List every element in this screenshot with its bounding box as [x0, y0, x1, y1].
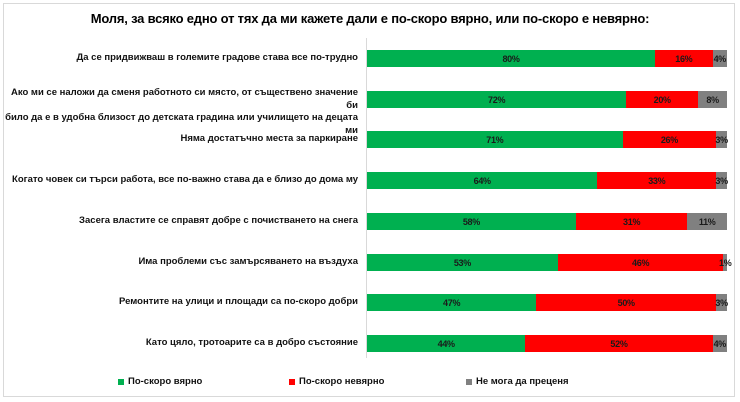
chart-row: Има проблеми със замърсяването на въздух…: [0, 254, 740, 271]
legend-item-unsure: Не мога да преценя: [466, 376, 569, 387]
bar-segment-true: 58%: [367, 213, 576, 230]
data-label: 31%: [623, 216, 641, 227]
bar-segment-unsure: 1%: [719, 254, 732, 271]
data-label: 4%: [713, 338, 727, 349]
stacked-bar: 53% 46% 1%: [367, 254, 732, 271]
bar-segment-true: 44%: [367, 335, 526, 352]
data-label: 3%: [715, 134, 728, 145]
category-label: Има проблеми със замърсяването на въздух…: [2, 256, 358, 269]
chart-title: Моля, за всяко едно от тях да ми кажете …: [90, 11, 650, 26]
bar-segment-false: 52%: [525, 335, 713, 352]
legend-swatch-red-icon: [289, 378, 295, 385]
legend-label: По-скоро невярно: [299, 376, 385, 387]
bar-segment-false: 26%: [622, 131, 717, 148]
data-label: 64%: [473, 175, 491, 186]
data-label: 71%: [486, 134, 504, 145]
category-label-line: Ако ми се наложи да сменя работното си м…: [10, 87, 358, 111]
bar-segment-unsure: 3%: [715, 294, 728, 311]
category-label: Засега властите се справят добре с почис…: [2, 215, 358, 228]
data-label: 3%: [715, 175, 728, 186]
bar-segment-unsure: 4%: [712, 335, 727, 352]
chart-row: Да се придвижваш в големите градове став…: [0, 50, 740, 67]
chart-row: Ремонтите на улици и площади са по-скоро…: [0, 294, 740, 311]
stacked-bar: 58% 31% 11%: [367, 213, 727, 230]
chart-row: Няма достатъчно места за паркиране 71% 26%…: [0, 131, 740, 148]
bar-segment-false: 20%: [626, 91, 699, 108]
bar-segment-unsure: 3%: [715, 172, 728, 189]
legend-swatch-green-icon: [118, 378, 124, 385]
stacked-bar: 44% 52% 4%: [367, 335, 727, 352]
bar-segment-false: 33%: [597, 172, 717, 189]
data-label: 52%: [610, 338, 628, 349]
data-label: 80%: [502, 53, 520, 64]
category-label-line: Когато човек си търси работа, все по-важ…: [12, 174, 358, 186]
category-label: Ремонтите на улици и площади са по-скоро…: [2, 296, 358, 309]
chart-row: Засега властите се справят добре с почис…: [0, 213, 740, 230]
category-label: Ако ми се наложи да сменя работното си м…: [2, 87, 358, 137]
data-label: 16%: [675, 53, 693, 64]
data-label: 3%: [715, 297, 728, 308]
bar-segment-unsure: 4%: [712, 50, 727, 67]
data-label: 47%: [443, 297, 461, 308]
bar-segment-unsure: 8%: [698, 91, 727, 108]
category-label: Когато човек си търси работа, все по-важ…: [2, 174, 358, 187]
legend-label: По-скоро вярно: [128, 376, 203, 387]
data-label: 1%: [718, 257, 732, 268]
data-label: 46%: [632, 257, 650, 268]
legend-label: Не мога да преценя: [476, 376, 569, 387]
bar-segment-false: 31%: [575, 213, 688, 230]
data-label: 20%: [653, 94, 671, 105]
data-label: 44%: [437, 338, 455, 349]
category-label: Като цяло, тротоарите са в добро състоян…: [2, 337, 358, 350]
data-label: 50%: [617, 297, 635, 308]
data-label: 8%: [706, 94, 719, 105]
data-label: 72%: [488, 94, 506, 105]
bar-segment-true: 47%: [367, 294, 537, 311]
legend: По-скоро вярно По-скоро невярно Не мога …: [0, 376, 740, 390]
legend-item-false: По-скоро невярно: [289, 376, 384, 387]
legend-swatch-gray-icon: [466, 378, 472, 385]
category-label-line: Засега властите се справят добре с почис…: [79, 215, 358, 227]
data-label: 58%: [462, 216, 480, 227]
data-label: 4%: [713, 53, 727, 64]
stacked-bar: 71% 26% 3%: [367, 131, 728, 148]
stacked-bar: 64% 33% 3%: [367, 172, 728, 189]
data-label: 53%: [453, 257, 471, 268]
bar-segment-true: 64%: [367, 172, 598, 189]
stacked-bar: 72% 20% 8%: [367, 91, 727, 108]
legend-item-true: По-скоро вярно: [118, 376, 202, 387]
bar-segment-unsure: 3%: [715, 131, 728, 148]
category-label-line: Ремонтите на улици и площади са по-скоро…: [119, 296, 358, 308]
category-label-line: Да се придвижваш в големите градове став…: [76, 52, 358, 64]
data-label: 26%: [660, 134, 678, 145]
category-axis-line: [366, 38, 367, 358]
category-label-line: Като цяло, тротоарите са в добро състоян…: [145, 337, 358, 349]
data-label: 33%: [648, 175, 666, 186]
category-label: Да се придвижваш в големите градове став…: [2, 52, 358, 65]
bar-segment-true: 80%: [367, 50, 655, 67]
chart-row: Като цяло, тротоарите са в добро състоян…: [0, 335, 740, 352]
category-label: Няма достатъчно места за паркиране: [2, 133, 358, 146]
chart-frame: [3, 3, 735, 397]
bar-segment-false: 50%: [536, 294, 717, 311]
bar-segment-unsure: 11%: [687, 213, 727, 230]
chart-row: Когато човек си търси работа, все по-важ…: [0, 172, 740, 189]
bar-segment-true: 53%: [367, 254, 558, 271]
bar-segment-true: 72%: [367, 91, 627, 108]
bar-segment-true: 71%: [367, 131, 623, 148]
bar-segment-false: 46%: [557, 254, 724, 271]
chart-row: Ако ми се наложи да сменя работното си м…: [0, 87, 740, 136]
category-label-line: било да е в удобна близост до детската г…: [5, 112, 358, 136]
category-label-line: Има проблеми със замърсяването на въздух…: [138, 256, 358, 268]
stacked-bar: 80% 16% 4%: [367, 50, 727, 67]
bar-segment-false: 16%: [655, 50, 713, 67]
data-label: 11%: [698, 216, 716, 227]
stacked-bar: 47% 50% 3%: [367, 294, 728, 311]
category-label-line: Няма достатъчно места за паркиране: [180, 133, 358, 145]
